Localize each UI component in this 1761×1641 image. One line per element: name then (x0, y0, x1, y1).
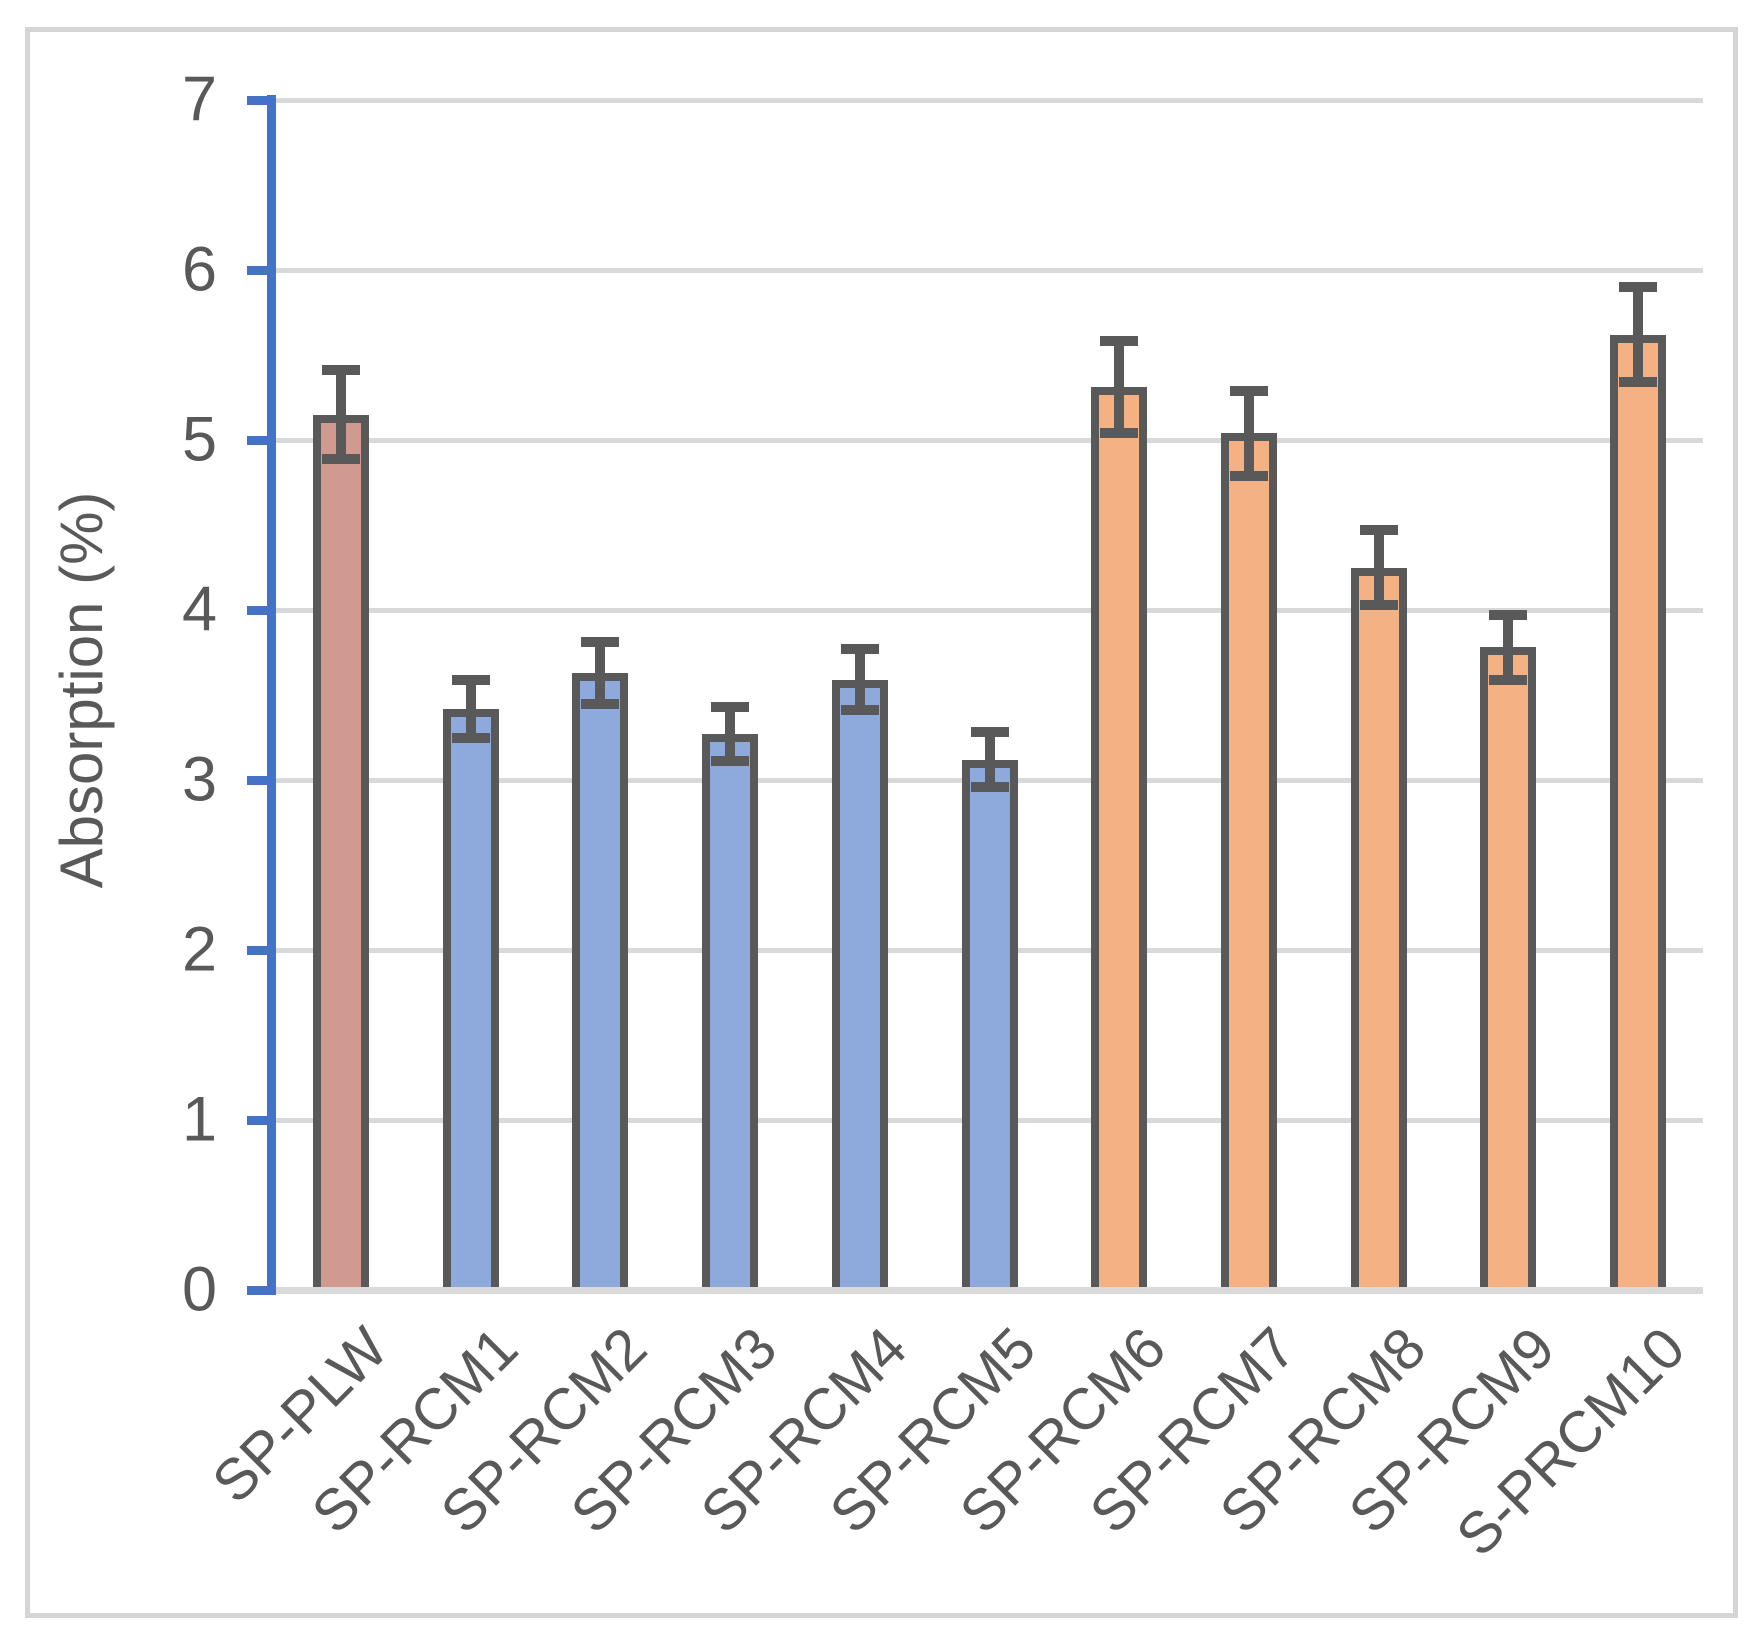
error-bar-line (465, 679, 476, 738)
bar-sp-rcm7 (1220, 433, 1277, 1290)
error-bar-line (1373, 530, 1384, 605)
gridline (276, 607, 1703, 613)
y-tick-mark (247, 1285, 276, 1295)
y-tick-label: 2 (181, 914, 217, 985)
error-bar-cap-top (321, 365, 360, 376)
error-bar-line (1503, 615, 1514, 680)
y-tick-label: 1 (181, 1084, 217, 1155)
error-bar-line (1243, 390, 1254, 476)
bar-sp-plw (312, 414, 369, 1290)
error-bar-line (854, 649, 865, 711)
bar-sp-rcm8 (1350, 567, 1407, 1290)
y-axis-title: Absorption (%) (48, 491, 115, 889)
error-bar-cap-bottom (1100, 428, 1139, 439)
error-bar-cap-bottom (840, 705, 879, 716)
y-tick-label: 0 (181, 1254, 217, 1325)
y-tick-mark (247, 1115, 276, 1125)
error-bar-cap-bottom (711, 756, 750, 767)
y-tick-mark (247, 605, 276, 615)
error-bar-cap-bottom (451, 732, 490, 743)
y-tick-label: 7 (181, 64, 217, 135)
error-bar-cap-top (1100, 336, 1139, 347)
error-bar-cap-bottom (1359, 599, 1398, 610)
error-bar-line (984, 732, 995, 787)
y-tick-mark (247, 95, 276, 105)
error-bar-cap-bottom (1489, 674, 1528, 685)
bar-sp-rcm2 (572, 672, 629, 1290)
y-axis-line (267, 95, 276, 1295)
error-bar-cap-top (451, 674, 490, 685)
y-tick-label: 6 (181, 234, 217, 305)
error-bar-cap-top (1229, 385, 1268, 396)
bar-s-prcm10 (1610, 334, 1667, 1290)
error-bar-cap-bottom (321, 453, 360, 464)
error-bar-line (725, 706, 736, 762)
error-bar-cap-top (1489, 610, 1528, 621)
baseline-gridline (276, 1286, 1703, 1294)
bar-sp-rcm3 (702, 734, 759, 1290)
y-tick-label: 5 (181, 404, 217, 475)
gridline (276, 97, 1703, 103)
error-bar-cap-bottom (1229, 470, 1268, 481)
y-tick-mark (247, 265, 276, 275)
error-bar-line (595, 642, 606, 704)
error-bar-line (335, 370, 346, 459)
gridline (276, 267, 1703, 273)
bar-sp-rcm9 (1480, 647, 1537, 1290)
error-bar-cap-top (970, 727, 1009, 738)
gridline (276, 437, 1703, 443)
bar-sp-rcm4 (831, 679, 888, 1290)
error-bar-cap-bottom (1619, 377, 1658, 388)
error-bar-cap-top (711, 701, 750, 712)
error-bar-cap-top (1359, 525, 1398, 536)
error-bar-line (1114, 341, 1125, 434)
y-tick-label: 3 (181, 744, 217, 815)
error-bar-cap-bottom (970, 781, 1009, 792)
error-bar-cap-bottom (581, 698, 620, 709)
y-tick-mark (247, 945, 276, 955)
error-bar-line (1633, 287, 1644, 383)
y-tick-label: 4 (181, 574, 217, 645)
y-tick-mark (247, 435, 276, 445)
error-bar-cap-top (1619, 282, 1658, 292)
error-bar-cap-top (840, 644, 879, 655)
error-bar-cap-top (581, 637, 620, 648)
bar-sp-rcm5 (961, 759, 1018, 1290)
bar-sp-rcm6 (1091, 387, 1148, 1290)
bar-sp-rcm1 (442, 708, 499, 1290)
y-tick-mark (247, 775, 276, 785)
